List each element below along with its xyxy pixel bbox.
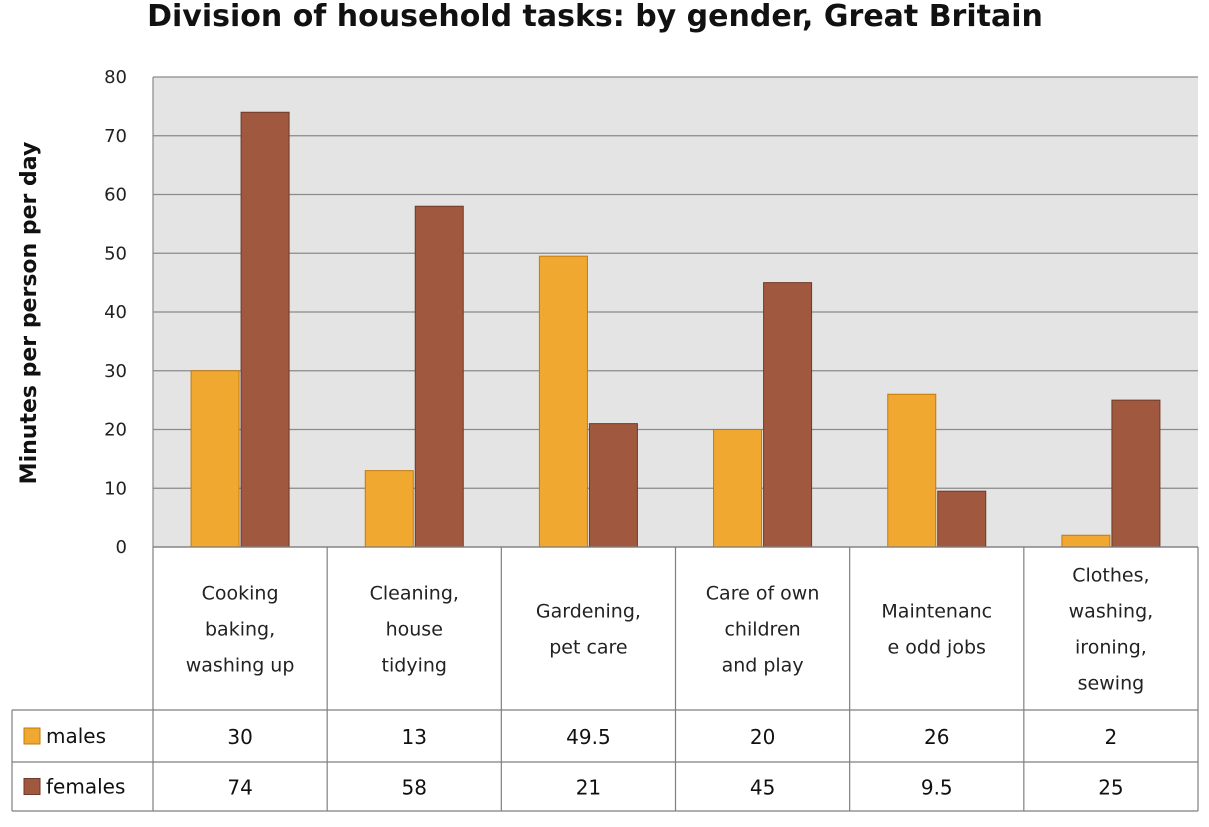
y-tick-label: 10 bbox=[104, 478, 127, 499]
y-tick-label: 70 bbox=[104, 126, 127, 147]
table-cell-value: 20 bbox=[750, 725, 775, 749]
bar-males-2 bbox=[538, 255, 588, 548]
bar-males-5 bbox=[1061, 534, 1111, 548]
x-tick-label-line: baking, bbox=[205, 619, 275, 641]
table-cell-value: 74 bbox=[227, 776, 252, 800]
bar-males-4 bbox=[887, 393, 937, 548]
table-cell-value: 30 bbox=[227, 725, 252, 749]
x-tick-label-line: pet care bbox=[549, 637, 627, 659]
data-table: Cooking baking, washing up Cleaning, house ti… bbox=[11, 546, 1199, 812]
x-tick-label-line: e odd jobs bbox=[888, 637, 986, 659]
x-tick-label-line: Gardening, bbox=[536, 601, 641, 623]
x-tick-label-line: Cleaning, bbox=[370, 583, 459, 605]
bar-males-1 bbox=[364, 470, 414, 548]
bar-females-4 bbox=[937, 490, 987, 548]
bar-females-0 bbox=[240, 111, 290, 548]
y-tick-label: 40 bbox=[104, 302, 127, 323]
bar-females-2 bbox=[588, 423, 638, 548]
x-tick-label-line: ironing, bbox=[1075, 637, 1147, 659]
x-tick-label-line: Care of own bbox=[706, 583, 820, 605]
bar-females-5 bbox=[1111, 399, 1161, 548]
table-cell-value: 25 bbox=[1098, 776, 1123, 800]
table-cell-value: 13 bbox=[402, 725, 427, 749]
grid-lines bbox=[152, 76, 1198, 548]
x-tick-label-line: house bbox=[386, 619, 443, 641]
table-cell-value: 49.5 bbox=[566, 725, 611, 749]
table-cell-value: 26 bbox=[924, 725, 949, 749]
x-tick-label-line: Maintenanc bbox=[881, 601, 992, 623]
legend-swatch-males bbox=[23, 727, 41, 745]
y-tick-label: 50 bbox=[104, 243, 127, 264]
x-tick-label: Maintenanc e odd jobs bbox=[881, 601, 992, 659]
y-tick-label: 60 bbox=[104, 185, 127, 206]
bar-males-0 bbox=[190, 370, 240, 548]
y-tick-label: 80 bbox=[104, 67, 127, 88]
bar-males-3 bbox=[713, 429, 763, 548]
table-cell-value: 21 bbox=[576, 776, 601, 800]
x-tick-label-line: Cooking bbox=[202, 583, 279, 605]
y-axis-ticks: 0 10 20 30 40 50 60 70 80 bbox=[104, 67, 127, 558]
bar-females-1 bbox=[414, 205, 464, 548]
x-tick-label-line: tidying bbox=[382, 655, 447, 677]
bar-females-3 bbox=[763, 282, 813, 548]
table-cell-value: 2 bbox=[1105, 725, 1118, 749]
table-cell-value: 45 bbox=[750, 776, 775, 800]
x-tick-label: Cleaning, house tidying bbox=[370, 583, 459, 677]
legend-label-females: females bbox=[46, 775, 125, 799]
table-cell-value: 58 bbox=[402, 776, 427, 800]
x-tick-label-line: children bbox=[724, 619, 800, 641]
y-tick-label: 20 bbox=[104, 420, 127, 441]
y-tick-label: 30 bbox=[104, 361, 127, 382]
legend-label-males: males bbox=[46, 724, 106, 748]
bars bbox=[190, 111, 1161, 548]
x-tick-label-line: sewing bbox=[1078, 673, 1145, 695]
x-tick-label: Clothes, washing, ironing, sewing bbox=[1069, 565, 1154, 695]
table-cell-value: 9.5 bbox=[921, 776, 953, 800]
chart-title: Division of household tasks: by gender, … bbox=[147, 0, 1043, 34]
x-tick-label: Cooking baking, washing up bbox=[186, 583, 295, 677]
legend-swatch-females bbox=[23, 778, 41, 795]
x-tick-label-line: washing, bbox=[1069, 601, 1154, 623]
x-tick-label-line: washing up bbox=[186, 655, 295, 677]
x-tick-label: Care of own children and play bbox=[706, 583, 820, 677]
x-tick-label: Gardening, pet care bbox=[536, 601, 641, 659]
y-axis-title: Minutes per person per day bbox=[17, 142, 42, 485]
x-tick-label-line: and play bbox=[722, 655, 804, 677]
x-tick-label-line: Clothes, bbox=[1072, 565, 1149, 587]
y-tick-label: 0 bbox=[116, 537, 127, 558]
